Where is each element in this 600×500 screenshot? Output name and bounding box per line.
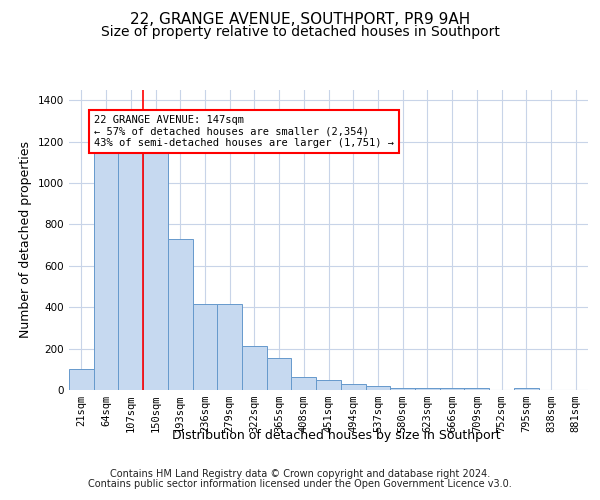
- Bar: [390, 388, 415, 390]
- Bar: [514, 388, 539, 390]
- Bar: [242, 346, 267, 390]
- Bar: [69, 370, 94, 390]
- Bar: [267, 358, 292, 390]
- Bar: [143, 150, 168, 390]
- Bar: [292, 376, 316, 390]
- Text: Contains HM Land Registry data © Crown copyright and database right 2024.: Contains HM Land Registry data © Crown c…: [110, 469, 490, 479]
- Y-axis label: Number of detached properties: Number of detached properties: [19, 142, 32, 338]
- Bar: [168, 239, 193, 390]
- Bar: [341, 384, 365, 390]
- Text: Size of property relative to detached houses in Southport: Size of property relative to detached ho…: [101, 25, 499, 39]
- Text: 22 GRANGE AVENUE: 147sqm
← 57% of detached houses are smaller (2,354)
43% of sem: 22 GRANGE AVENUE: 147sqm ← 57% of detach…: [94, 115, 394, 148]
- Text: 22, GRANGE AVENUE, SOUTHPORT, PR9 9AH: 22, GRANGE AVENUE, SOUTHPORT, PR9 9AH: [130, 12, 470, 28]
- Bar: [118, 148, 143, 390]
- Bar: [415, 388, 440, 390]
- Text: Distribution of detached houses by size in Southport: Distribution of detached houses by size …: [172, 430, 500, 442]
- Bar: [440, 388, 464, 390]
- Bar: [316, 380, 341, 390]
- Bar: [94, 148, 118, 390]
- Bar: [193, 304, 217, 390]
- Text: Contains public sector information licensed under the Open Government Licence v3: Contains public sector information licen…: [88, 479, 512, 489]
- Bar: [365, 386, 390, 390]
- Bar: [464, 388, 489, 390]
- Bar: [217, 304, 242, 390]
